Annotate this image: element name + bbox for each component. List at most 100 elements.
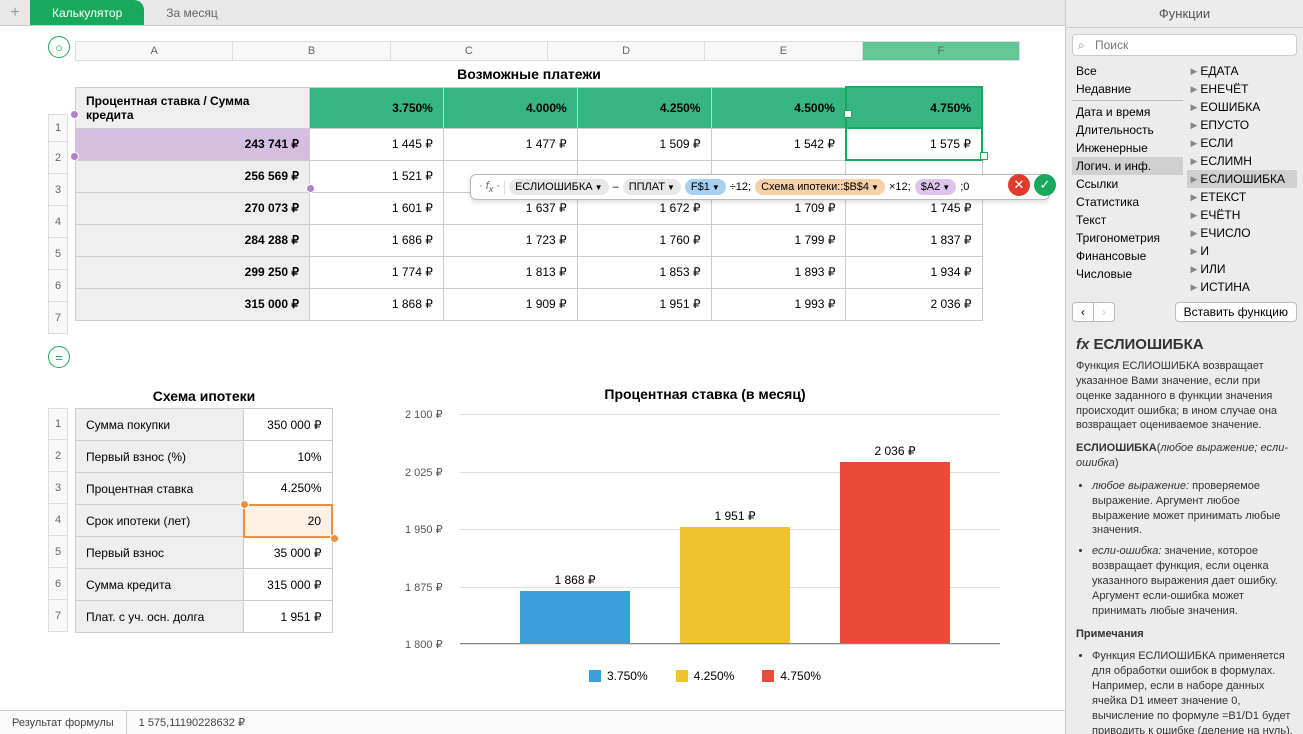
cancel-formula-button[interactable]: ✕ xyxy=(1008,174,1030,196)
txt: ;0 xyxy=(960,181,969,193)
category-item[interactable]: Длительность xyxy=(1072,121,1183,139)
function-item[interactable]: ▶ИЛИ xyxy=(1187,260,1298,278)
category-item[interactable]: Инженерные xyxy=(1072,139,1183,157)
function-list[interactable]: ▶ЕДАТА▶ЕНЕЧЁТ▶ЕОШИБКА▶ЕПУСТО▶ЕСЛИ▶ЕСЛИМН… xyxy=(1187,62,1298,296)
mortgage-table[interactable]: Сумма покупки350 000 ₽Первый взнос (%)10… xyxy=(75,408,333,633)
tok-fn[interactable]: ЕСЛИОШИБКА▼ xyxy=(509,179,608,195)
row-header[interactable]: 1 xyxy=(48,408,68,440)
row-header[interactable]: 6 xyxy=(48,568,68,600)
row-headers-2: 1234567 xyxy=(48,408,68,632)
range-handle[interactable] xyxy=(70,110,79,119)
row-header[interactable]: 4 xyxy=(48,206,68,238)
status-bar: Результат формулы 1 575,11190228632 ₽ xyxy=(0,710,1065,734)
row-handle[interactable]: = xyxy=(48,346,70,368)
sel-handle[interactable] xyxy=(980,152,988,160)
row-header[interactable]: 2 xyxy=(48,142,68,174)
row-header[interactable]: 5 xyxy=(48,238,68,270)
legend-item: 3.750% xyxy=(589,669,648,683)
tab-monthly[interactable]: За месяц xyxy=(144,0,240,25)
tok-ref1[interactable]: F$1▼ xyxy=(685,179,726,195)
function-item[interactable]: ▶ЕСЛИМН xyxy=(1187,152,1298,170)
help-arg: любое выражение: проверяемое выражение. … xyxy=(1092,479,1293,538)
category-item[interactable]: Финансовые xyxy=(1072,247,1183,265)
category-item[interactable]: Дата и время xyxy=(1072,103,1183,121)
row-header[interactable]: 3 xyxy=(48,174,68,206)
row-header[interactable]: 6 xyxy=(48,270,68,302)
formula-buttons: ✕ ✓ xyxy=(1008,174,1056,196)
tab-calculator[interactable]: Калькулятор xyxy=(30,0,144,25)
function-item[interactable]: ▶ЕТЕКСТ xyxy=(1187,188,1298,206)
function-item[interactable]: ▶ЕОШИБКА xyxy=(1187,98,1298,116)
status-label: Результат формулы xyxy=(0,711,127,734)
tok-subfn[interactable]: ППЛАТ▼ xyxy=(623,179,681,195)
tok-ref2[interactable]: Схема ипотеки::$B$4▼ xyxy=(755,179,885,195)
formula-editor[interactable]: · fx · ЕСЛИОШИБКА▼ – ППЛАТ▼ F$1▼ ÷12; Сх… xyxy=(470,174,1050,200)
function-item[interactable]: ▶И xyxy=(1187,242,1298,260)
function-item[interactable]: ▶ЕНЕЧЁТ xyxy=(1187,80,1298,98)
category-item[interactable]: Логич. и инф. xyxy=(1072,157,1183,175)
category-item[interactable]: Недавние xyxy=(1072,80,1183,101)
panel-title: Функции xyxy=(1066,0,1303,28)
category-lists: ВсеНедавние Дата и времяДлительностьИнжен… xyxy=(1066,62,1303,296)
function-item[interactable]: ▶ЕЧИСЛО xyxy=(1187,224,1298,242)
category-list[interactable]: ВсеНедавние Дата и времяДлительностьИнжен… xyxy=(1072,62,1183,296)
legend-item: 4.250% xyxy=(676,669,735,683)
range-handle[interactable] xyxy=(330,534,339,543)
col-header[interactable]: F xyxy=(863,41,1020,61)
category-item[interactable]: Числовые xyxy=(1072,265,1183,283)
function-item[interactable]: ▶ЕСЛИОШИБКА xyxy=(1187,170,1298,188)
help-fn-name: fx ЕСЛИОШИБКА xyxy=(1076,336,1293,353)
category-item[interactable]: Все xyxy=(1072,62,1183,80)
search-input[interactable] xyxy=(1072,34,1297,56)
function-item[interactable]: ▶ИСТИНА xyxy=(1187,278,1298,296)
txt: ×12; xyxy=(889,181,911,193)
search-icon: ⌕ xyxy=(1078,38,1085,53)
col-header[interactable]: E xyxy=(705,41,862,61)
chart-legend: 3.750%4.250%4.750% xyxy=(400,669,1010,683)
col-header[interactable]: A xyxy=(75,41,233,61)
row-header[interactable]: 5 xyxy=(48,536,68,568)
nav-back[interactable]: ‹ xyxy=(1072,302,1094,322)
nav-fwd: › xyxy=(1094,302,1115,322)
chart-bar: 2 036 ₽ xyxy=(840,462,950,643)
col-header[interactable]: D xyxy=(548,41,705,61)
function-item[interactable]: ▶ЕСЛИ xyxy=(1187,134,1298,152)
nav-buttons[interactable]: ‹› xyxy=(1072,302,1115,322)
function-item[interactable]: ▶ЕПУСТО xyxy=(1187,116,1298,134)
col-handle[interactable]: ○ xyxy=(48,36,70,58)
search-field[interactable]: ⌕ xyxy=(1072,34,1297,56)
range-handle[interactable] xyxy=(240,500,249,509)
tok-ref3[interactable]: $A2▼ xyxy=(915,179,957,195)
function-help: fx ЕСЛИОШИБКА Функция ЕСЛИОШИБКА возвращ… xyxy=(1066,328,1303,734)
category-item[interactable]: Текст xyxy=(1072,211,1183,229)
col-header[interactable]: C xyxy=(391,41,548,61)
category-item[interactable]: Тригонометрия xyxy=(1072,229,1183,247)
row-header[interactable]: 2 xyxy=(48,440,68,472)
range-handle[interactable] xyxy=(70,152,79,161)
txt: ÷12; xyxy=(730,181,751,193)
help-arg: если-ошибка: значение, которое возвращае… xyxy=(1092,544,1293,618)
function-item[interactable]: ▶ЕДАТА xyxy=(1187,62,1298,80)
sel-handle[interactable] xyxy=(844,110,852,118)
add-sheet-button[interactable]: + xyxy=(0,0,30,25)
category-item[interactable]: Ссылки xyxy=(1072,175,1183,193)
help-sig: ЕСЛИОШИБКА(любое выражение; если-ошибка) xyxy=(1076,441,1293,471)
payments-table[interactable]: Процентная ставка / Сумма кредита3.750%4… xyxy=(75,86,983,321)
table1-title: Возможные платежи xyxy=(75,66,983,82)
row-header[interactable]: 4 xyxy=(48,504,68,536)
insert-function-button[interactable]: Вставить функцию xyxy=(1175,302,1297,322)
col-header[interactable]: B xyxy=(233,41,390,61)
accept-formula-button[interactable]: ✓ xyxy=(1034,174,1056,196)
chart-plot: 2 100 ₽2 025 ₽1 950 ₽1 875 ₽1 800 ₽1 868… xyxy=(460,414,1000,644)
row-header[interactable]: 7 xyxy=(48,302,68,334)
chart-bar: 1 868 ₽ xyxy=(520,591,630,643)
function-item[interactable]: ▶ЕЧЁТН xyxy=(1187,206,1298,224)
range-handle[interactable] xyxy=(306,184,315,193)
op: – xyxy=(613,181,619,193)
row-headers-1: 1234567 xyxy=(48,114,68,334)
col-headers: ABCDEF xyxy=(75,41,1020,61)
row-header[interactable]: 7 xyxy=(48,600,68,632)
category-item[interactable]: Статистика xyxy=(1072,193,1183,211)
row-header[interactable]: 3 xyxy=(48,472,68,504)
row-header[interactable]: 1 xyxy=(48,114,68,142)
